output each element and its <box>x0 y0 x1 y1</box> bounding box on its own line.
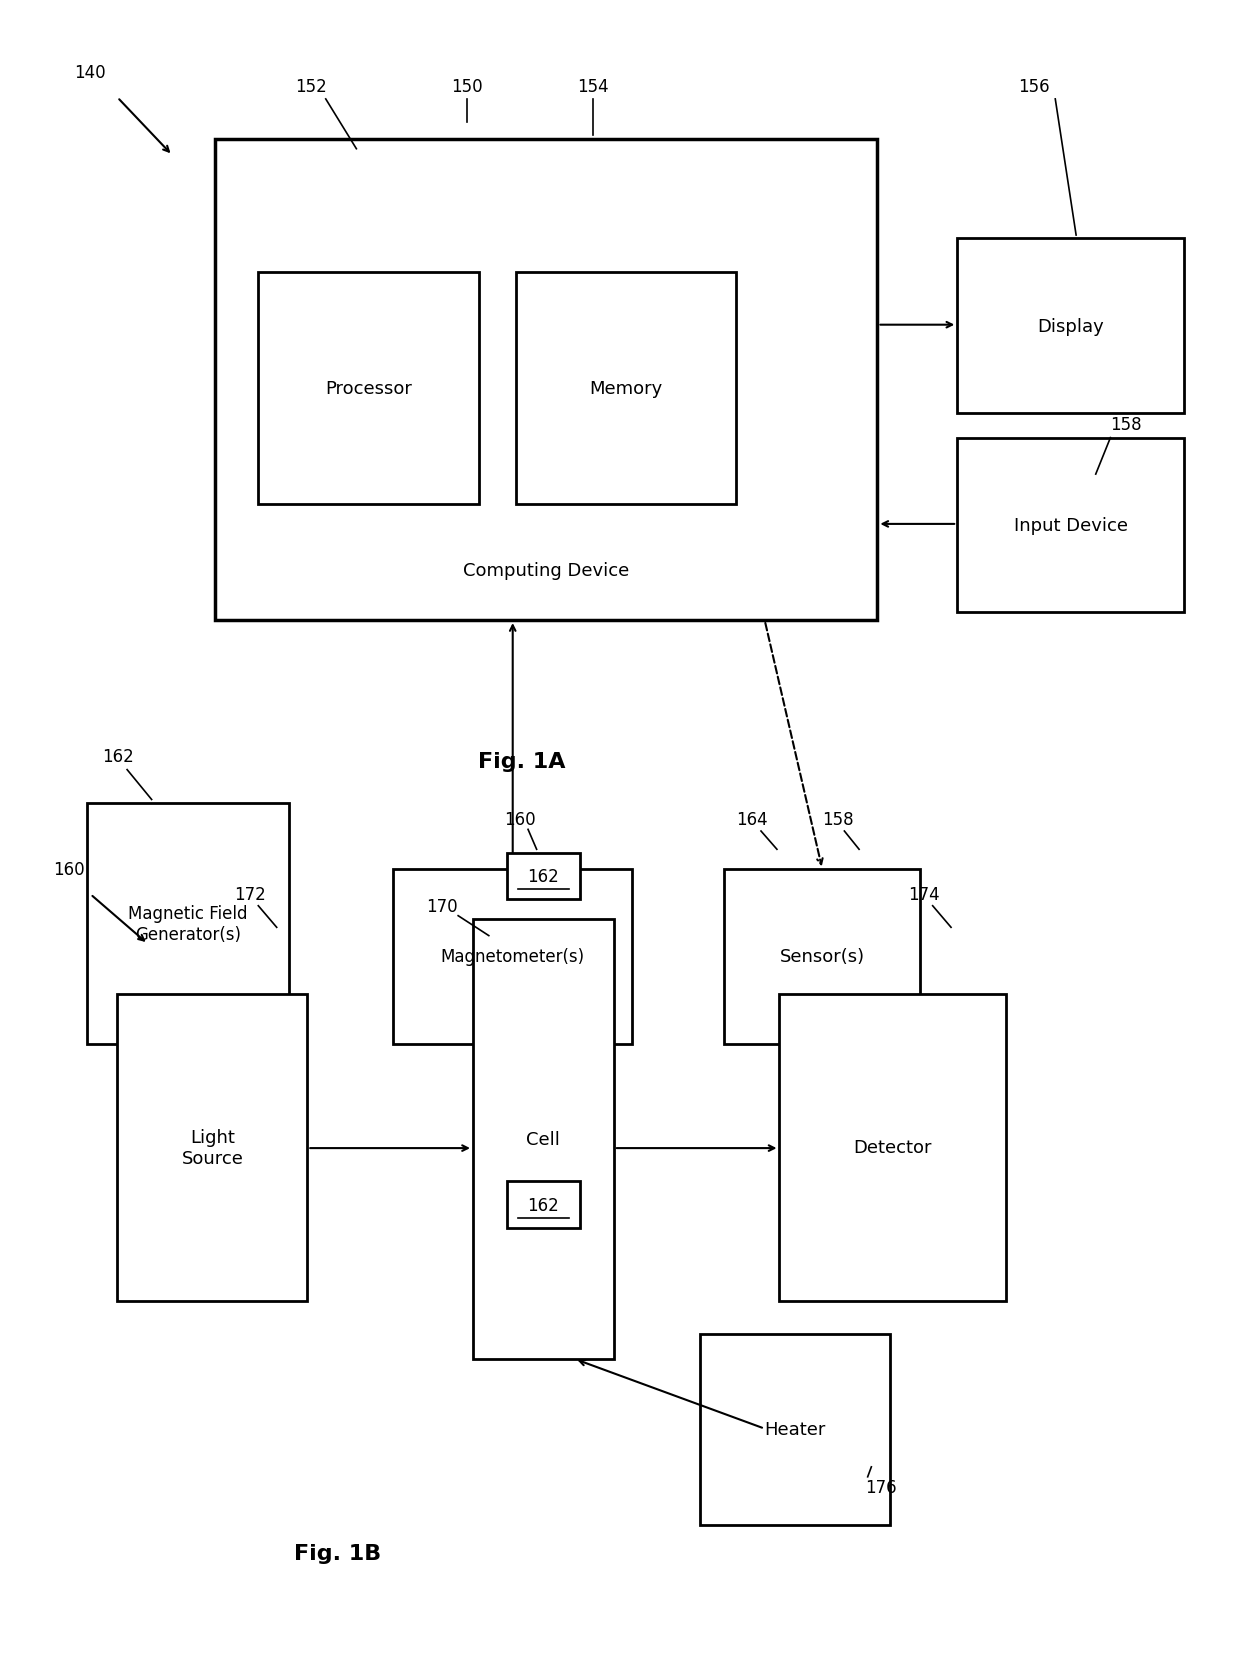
Text: 176: 176 <box>866 1477 897 1496</box>
Text: 162: 162 <box>103 748 134 766</box>
Text: Sensor(s): Sensor(s) <box>780 949 864 965</box>
Bar <box>258 273 479 505</box>
Text: Magnetic Field
Generator(s): Magnetic Field Generator(s) <box>128 903 248 944</box>
Bar <box>393 870 632 1044</box>
Text: 156: 156 <box>1018 77 1050 95</box>
Text: Heater: Heater <box>764 1420 826 1439</box>
Text: Magnetometer(s): Magnetometer(s) <box>440 949 585 965</box>
Text: 140: 140 <box>74 64 105 82</box>
Bar <box>87 803 289 1044</box>
Text: 162: 162 <box>527 1196 559 1215</box>
Bar <box>699 1335 890 1526</box>
Text: Fig. 1A: Fig. 1A <box>479 751 565 771</box>
Text: Fig. 1B: Fig. 1B <box>294 1543 382 1563</box>
Bar <box>507 1181 580 1228</box>
Text: 150: 150 <box>451 77 482 95</box>
Bar <box>957 438 1184 612</box>
Text: Processor: Processor <box>325 380 412 398</box>
Text: 158: 158 <box>822 811 854 828</box>
Text: Detector: Detector <box>853 1139 932 1156</box>
Text: Cell: Cell <box>527 1131 560 1148</box>
Bar <box>780 994 1006 1302</box>
Text: Computing Device: Computing Device <box>464 562 630 579</box>
Bar <box>216 139 878 621</box>
Bar <box>507 853 580 900</box>
Text: Display: Display <box>1037 318 1104 335</box>
Text: Light
Source: Light Source <box>181 1128 243 1168</box>
Text: 152: 152 <box>295 77 327 95</box>
Text: Input Device: Input Device <box>1013 517 1127 534</box>
Text: 154: 154 <box>577 77 609 95</box>
Text: 172: 172 <box>234 885 265 903</box>
Text: 160: 160 <box>503 811 536 828</box>
Text: 174: 174 <box>908 885 940 903</box>
Bar <box>516 273 737 505</box>
Bar <box>724 870 920 1044</box>
Text: 160: 160 <box>53 860 86 878</box>
Bar <box>118 994 308 1302</box>
Text: 158: 158 <box>1111 417 1142 433</box>
Text: 170: 170 <box>427 897 458 915</box>
Text: 164: 164 <box>737 811 769 828</box>
Text: Memory: Memory <box>589 380 662 398</box>
Text: 162: 162 <box>527 867 559 885</box>
Bar <box>472 920 614 1358</box>
Bar <box>957 239 1184 413</box>
